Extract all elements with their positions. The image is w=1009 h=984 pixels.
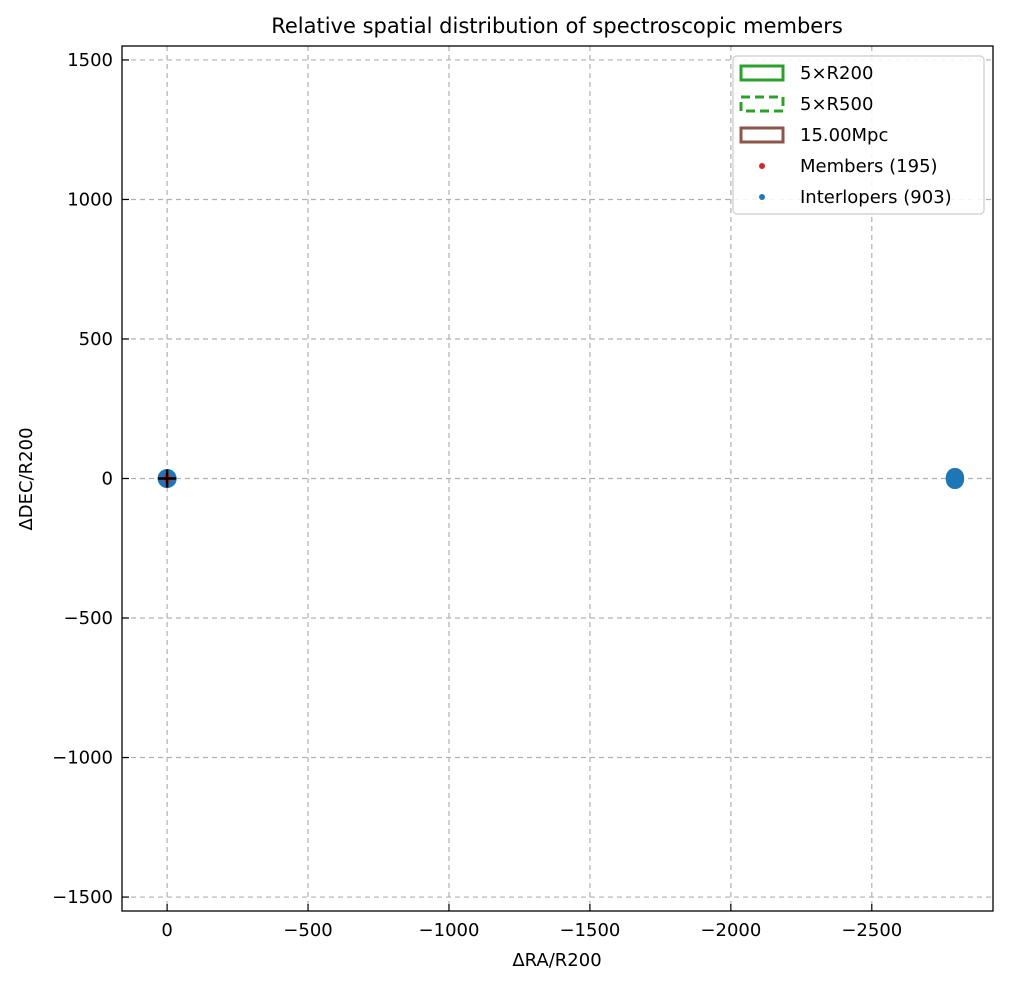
y-tick-label: 0 (102, 469, 113, 490)
x-tick-label: −2500 (841, 920, 902, 941)
legend: 5×R200 5×R500 15.00Mpc Members (195) Interlo… (732, 55, 985, 215)
center-marker (158, 469, 177, 488)
y-axis-ticks: 1500 1000 500 0 −500 −1000 −1500 (52, 50, 129, 908)
x-tick-label: 0 (161, 920, 172, 941)
legend-label: 15.00Mpc (800, 125, 888, 146)
y-tick-label: 500 (79, 329, 113, 350)
x-tick-label: −1500 (559, 920, 620, 941)
x-tick-label: −500 (283, 920, 332, 941)
legend-label: 5×R200 (800, 63, 873, 84)
y-tick-label: −1500 (52, 887, 113, 908)
legend-marker (759, 163, 765, 169)
y-tick-label: −1000 (52, 748, 113, 769)
x-tick-label: −1000 (419, 920, 480, 941)
legend-marker (759, 194, 765, 200)
legend-box (732, 55, 985, 215)
legend-swatch (739, 95, 785, 113)
x-axis-ticks: 0 −500 −1000 −1500 −2000 −2500 (161, 904, 902, 941)
x-tick-label: −2000 (700, 920, 761, 941)
chart-title: Relative spatial distribution of spectro… (271, 14, 843, 38)
y-tick-label: 1000 (67, 189, 113, 210)
legend-swatch (739, 64, 785, 82)
y-tick-label: −500 (64, 608, 113, 629)
y-tick-label: 1500 (67, 50, 113, 71)
legend-swatch (739, 126, 785, 144)
legend-label: Members (195) (800, 156, 938, 177)
interloper-point (945, 471, 964, 490)
y-axis-label: ΔDEC/R200 (16, 427, 37, 530)
legend-label: Interlopers (903) (800, 187, 952, 208)
x-axis-label: ΔRA/R200 (512, 950, 601, 971)
legend-label: 5×R500 (800, 94, 873, 115)
